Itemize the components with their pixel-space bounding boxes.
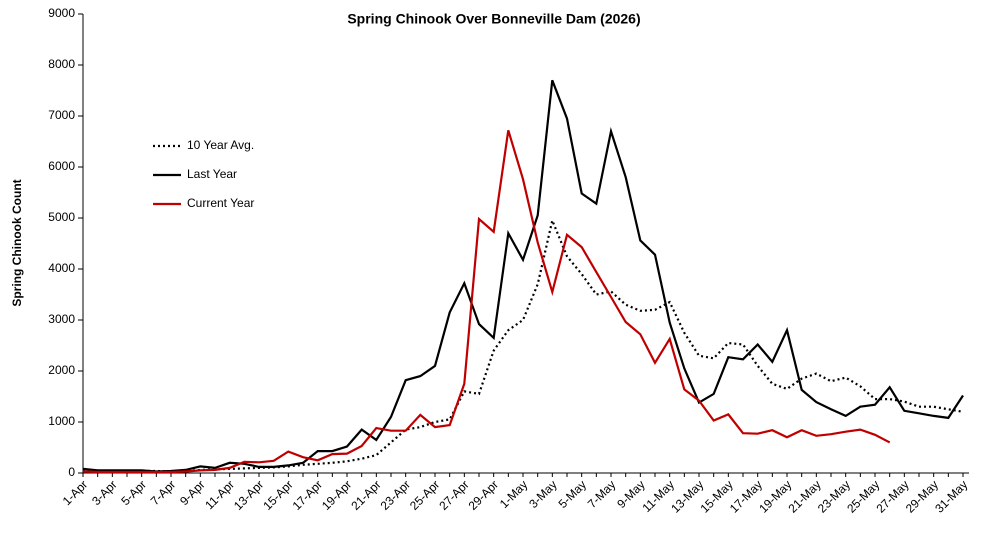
x-tick-label: 5-Apr: [118, 477, 149, 508]
x-tick-label: 3-May: [526, 477, 559, 510]
y-tick-label: 5000: [48, 210, 75, 224]
x-tick-label: 3-Apr: [89, 477, 120, 508]
x-tick-label: 7-Apr: [148, 477, 179, 508]
legend-label: Last Year: [187, 167, 237, 181]
x-tick-label: 13-Apr: [231, 477, 266, 512]
x-tick-label: 21-Apr: [348, 477, 383, 512]
x-tick-label: 19-Apr: [319, 477, 354, 512]
y-tick-label: 2000: [48, 363, 75, 377]
x-tick-label: 17-Apr: [290, 477, 325, 512]
y-tick-label: 8000: [48, 57, 75, 71]
y-tick-label: 9000: [48, 6, 75, 20]
x-tick-label: 27-Apr: [436, 477, 471, 512]
x-tick-label: 11-Apr: [202, 477, 237, 512]
y-tick-label: 1000: [48, 414, 75, 428]
x-tick-label: 29-Apr: [466, 477, 501, 512]
x-tick-label: 31-May: [932, 477, 970, 515]
x-tick-label: 15-Apr: [260, 477, 295, 512]
x-tick-label: 23-Apr: [378, 477, 413, 512]
y-tick-label: 4000: [48, 261, 75, 275]
series-line: [82, 129, 891, 474]
y-tick-label: 7000: [48, 108, 75, 122]
y-tick-label: 3000: [48, 312, 75, 326]
x-tick-label: 5-May: [556, 477, 589, 510]
chart-title: Spring Chinook Over Bonneville Dam (2026…: [347, 11, 640, 27]
y-tick-label: 6000: [48, 159, 75, 173]
y-axis-title: Spring Chinook Count: [10, 179, 24, 306]
x-tick-label: 1-Apr: [60, 477, 91, 508]
series-line: [82, 79, 964, 473]
x-tick-label: 7-May: [585, 477, 618, 510]
legend-label: 10 Year Avg.: [187, 138, 254, 152]
y-tick-label: 0: [68, 465, 75, 479]
x-tick-label: 25-Apr: [407, 477, 442, 512]
legend-label: Current Year: [187, 196, 254, 210]
x-tick-label: 1-May: [497, 477, 530, 510]
